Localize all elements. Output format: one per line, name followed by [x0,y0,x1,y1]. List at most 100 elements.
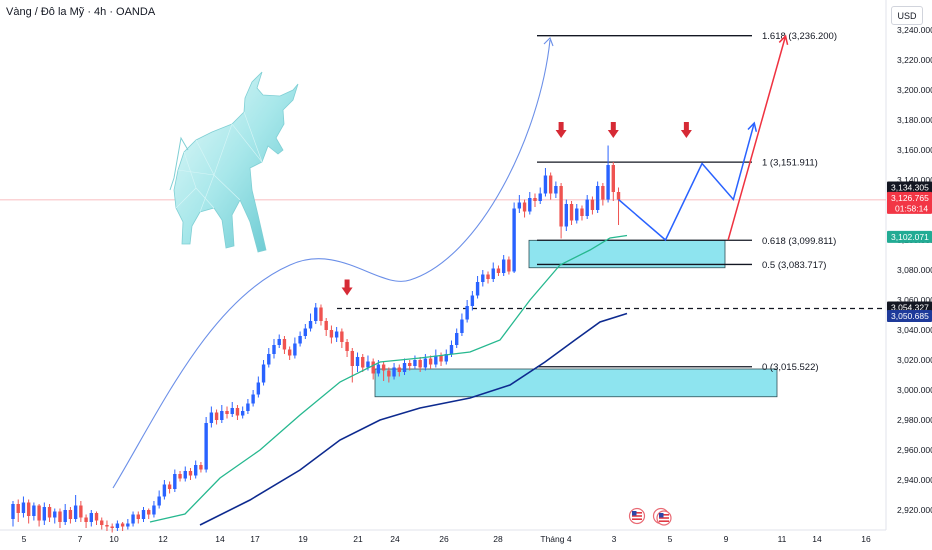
candle[interactable] [439,352,443,367]
candle[interactable] [251,390,255,407]
candle[interactable] [501,255,506,276]
candle[interactable] [496,265,501,277]
candle[interactable] [293,337,297,359]
candle[interactable] [141,507,146,522]
candle[interactable] [334,327,339,342]
candle[interactable] [32,502,36,521]
candle[interactable] [199,462,203,473]
candle[interactable] [340,328,344,349]
candle[interactable] [58,508,62,529]
candle[interactable] [120,522,125,531]
candle[interactable] [115,520,120,532]
candle[interactable] [564,199,569,232]
candle[interactable] [261,360,266,386]
upper-demand-zone[interactable] [528,239,726,269]
blue-zigzag-projection[interactable] [618,122,755,242]
candle[interactable] [423,354,428,371]
candle[interactable] [507,256,511,275]
candle[interactable] [73,495,78,522]
candle[interactable] [298,331,302,347]
candle[interactable] [11,501,15,527]
candle[interactable] [418,357,422,372]
candle[interactable] [606,145,610,203]
candle[interactable] [538,187,542,205]
candle[interactable] [611,162,615,201]
candle[interactable] [355,352,360,373]
candle[interactable] [220,405,224,423]
candle[interactable] [110,523,114,533]
candle[interactable] [528,192,532,215]
candle[interactable] [543,168,548,197]
candle[interactable] [178,471,182,482]
candle[interactable] [235,405,240,420]
us-event-flag-icon-2[interactable] [652,507,672,526]
candle[interactable] [277,334,281,349]
candle[interactable] [361,354,365,372]
candle[interactable] [580,205,584,221]
candle[interactable] [434,349,438,368]
candle[interactable] [486,271,490,284]
candle[interactable] [282,336,287,354]
candle[interactable] [413,355,417,370]
candle[interactable] [105,520,109,532]
candle[interactable] [559,183,563,239]
candle[interactable] [308,313,313,332]
candle[interactable] [162,480,167,500]
candle[interactable] [53,508,57,524]
candle[interactable] [512,202,516,274]
red-target-projection[interactable] [727,35,787,241]
candle[interactable] [26,499,31,524]
candle[interactable] [37,504,41,527]
candle[interactable] [167,481,172,494]
candle[interactable] [267,348,271,368]
candle[interactable] [319,304,323,326]
candle[interactable] [230,402,234,417]
candle[interactable] [470,291,475,311]
candle[interactable] [371,358,375,380]
candle[interactable] [397,364,401,377]
candle[interactable] [575,204,579,224]
candle[interactable] [188,468,193,480]
lower-demand-zone[interactable] [374,368,778,398]
candle[interactable] [387,367,391,383]
candle[interactable] [548,172,553,200]
candle[interactable] [173,469,177,493]
candle[interactable] [94,511,99,526]
candle[interactable] [214,409,219,425]
candle[interactable] [204,417,208,473]
candle[interactable] [303,324,308,339]
candle[interactable] [183,466,187,482]
us-event-flag-icon[interactable] [628,507,646,525]
candle[interactable] [408,360,412,371]
candle[interactable] [131,511,135,527]
candle[interactable] [84,514,88,529]
candle[interactable] [455,328,459,349]
candle[interactable] [601,183,605,206]
candle[interactable] [147,508,151,520]
candle[interactable] [314,303,318,324]
candle[interactable] [616,187,621,226]
candle[interactable] [345,339,349,357]
candle[interactable] [209,406,214,428]
candle[interactable] [522,199,527,218]
candle[interactable] [126,519,130,530]
candle[interactable] [89,510,93,527]
candle[interactable] [16,499,20,523]
candle[interactable] [481,270,485,287]
candle[interactable] [21,496,26,518]
candle[interactable] [554,181,558,199]
candle[interactable] [350,348,354,383]
candle[interactable] [42,502,47,526]
candle[interactable] [533,193,537,208]
candle[interactable] [475,276,480,299]
candle[interactable] [329,325,334,344]
candle[interactable] [287,346,292,361]
candle[interactable] [465,300,469,323]
candle[interactable] [428,355,433,370]
candle[interactable] [240,406,245,419]
candle[interactable] [136,511,140,524]
candle[interactable] [392,363,396,380]
currency-unit-button[interactable]: USD [891,6,923,25]
candle[interactable] [517,195,522,213]
